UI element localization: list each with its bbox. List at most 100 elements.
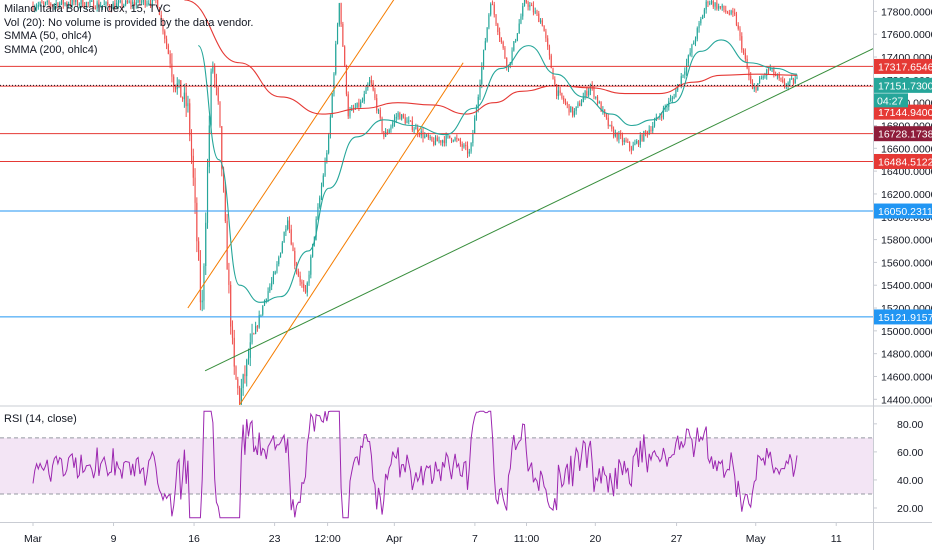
trend-line[interactable] <box>204 6 932 372</box>
level-price-badge[interactable]: 16728.1738 <box>874 126 932 142</box>
price-tick-label: 15000.0000 <box>881 326 932 338</box>
candle-body <box>164 31 166 39</box>
candle-body <box>392 122 394 127</box>
candle-body <box>269 286 271 292</box>
candle-body <box>741 36 743 50</box>
rsi-line[interactable] <box>32 410 798 519</box>
candle-body <box>452 140 454 142</box>
rsi-tick-label: 20.00 <box>897 503 923 515</box>
candle-body <box>493 4 495 15</box>
candle-body <box>659 116 661 118</box>
candle-body <box>185 92 187 107</box>
candle-body <box>703 9 705 17</box>
candle-body <box>475 108 478 119</box>
candle-body <box>482 49 485 67</box>
candle-body <box>689 52 691 56</box>
candle-body <box>639 134 641 145</box>
candle-body <box>105 2 107 5</box>
time-tick-label: 7 <box>472 533 478 545</box>
candle-body <box>171 63 173 77</box>
candle-body <box>513 41 515 51</box>
smma50-line[interactable] <box>197 39 798 303</box>
candle-body <box>616 132 618 140</box>
candle-body <box>274 271 276 275</box>
candle-body <box>167 45 169 55</box>
candle-body <box>126 0 128 3</box>
candle-body <box>534 11 536 13</box>
rsi-pane[interactable] <box>0 410 873 519</box>
candle-body <box>433 141 435 145</box>
candle-body <box>773 67 775 75</box>
candle-body <box>101 5 104 7</box>
candle-body <box>103 4 105 6</box>
candle-body <box>516 33 518 41</box>
legend-volume[interactable]: Vol (20): No volume is provided by the d… <box>4 16 254 29</box>
candle-body <box>449 135 451 139</box>
candle-body <box>365 87 367 94</box>
candle-body <box>233 337 235 367</box>
candle-body <box>442 140 444 143</box>
candle-body <box>100 5 102 7</box>
candle-body <box>290 229 292 245</box>
candle-body <box>566 102 568 105</box>
candle-body <box>320 186 323 198</box>
candle-body <box>55 3 57 5</box>
level-price-badge[interactable]: 16484.5122 <box>874 153 932 169</box>
legend-smma200[interactable]: SMMA (200, ohlc4) <box>4 43 98 56</box>
candle-body <box>783 82 786 87</box>
legend-smma50[interactable]: SMMA (50, ohlc4) <box>4 30 92 42</box>
candle-body <box>292 244 294 252</box>
channel-line[interactable] <box>239 62 464 405</box>
candle-body <box>415 127 417 130</box>
candle-body <box>262 305 264 315</box>
candle-body <box>762 76 764 79</box>
candle-body <box>641 134 643 141</box>
candle-body <box>443 140 445 144</box>
candle-body <box>486 27 488 42</box>
candle-body <box>769 68 771 71</box>
level-price-badge[interactable]: 17317.6546 <box>874 58 932 74</box>
level-price-badge[interactable]: 15121.9157 <box>874 309 932 325</box>
candle-body <box>684 71 686 75</box>
candle-body <box>686 63 688 72</box>
candle-body <box>582 97 584 103</box>
candle-body <box>110 7 112 10</box>
level-price-badge[interactable]: 16050.2311 <box>874 203 932 219</box>
candle-body <box>609 124 611 126</box>
candle-body <box>539 20 542 23</box>
candle-body <box>459 139 461 145</box>
candle-body <box>301 281 303 284</box>
candle-body <box>265 298 267 301</box>
current-price-badge[interactable]: 17151.7300 <box>874 77 932 93</box>
candle-body <box>399 113 401 120</box>
candle-body <box>312 243 314 257</box>
candle-body <box>621 135 624 142</box>
candle-body <box>716 2 718 9</box>
rsi-legend[interactable]: RSI (14, close) <box>4 413 77 425</box>
candle-body <box>499 31 501 38</box>
candle-body <box>222 168 225 191</box>
legend-title[interactable]: Milano Italia Borsa Index, 15, TVC <box>4 3 171 15</box>
candle-body <box>794 79 796 84</box>
price-pane[interactable] <box>0 0 932 411</box>
candle-body <box>182 97 184 100</box>
candle-body <box>785 86 787 88</box>
candle-body <box>237 379 239 389</box>
candle-body <box>691 44 693 53</box>
candle-body <box>240 388 242 404</box>
candle-body <box>541 20 543 26</box>
candle-body <box>434 137 437 145</box>
candle-body <box>192 155 194 178</box>
candle-body <box>709 3 711 5</box>
candle-body <box>669 98 672 102</box>
svg-text:17151.7300: 17151.7300 <box>878 80 932 92</box>
candle-body <box>596 96 599 104</box>
candle-body <box>746 58 748 69</box>
smma200-line[interactable] <box>184 0 798 115</box>
level-price-badge[interactable]: 17144.9400 <box>874 104 932 120</box>
candle-body <box>299 275 301 282</box>
channel-line[interactable] <box>187 0 401 309</box>
candle-body <box>474 118 476 134</box>
candle-body <box>189 103 191 136</box>
